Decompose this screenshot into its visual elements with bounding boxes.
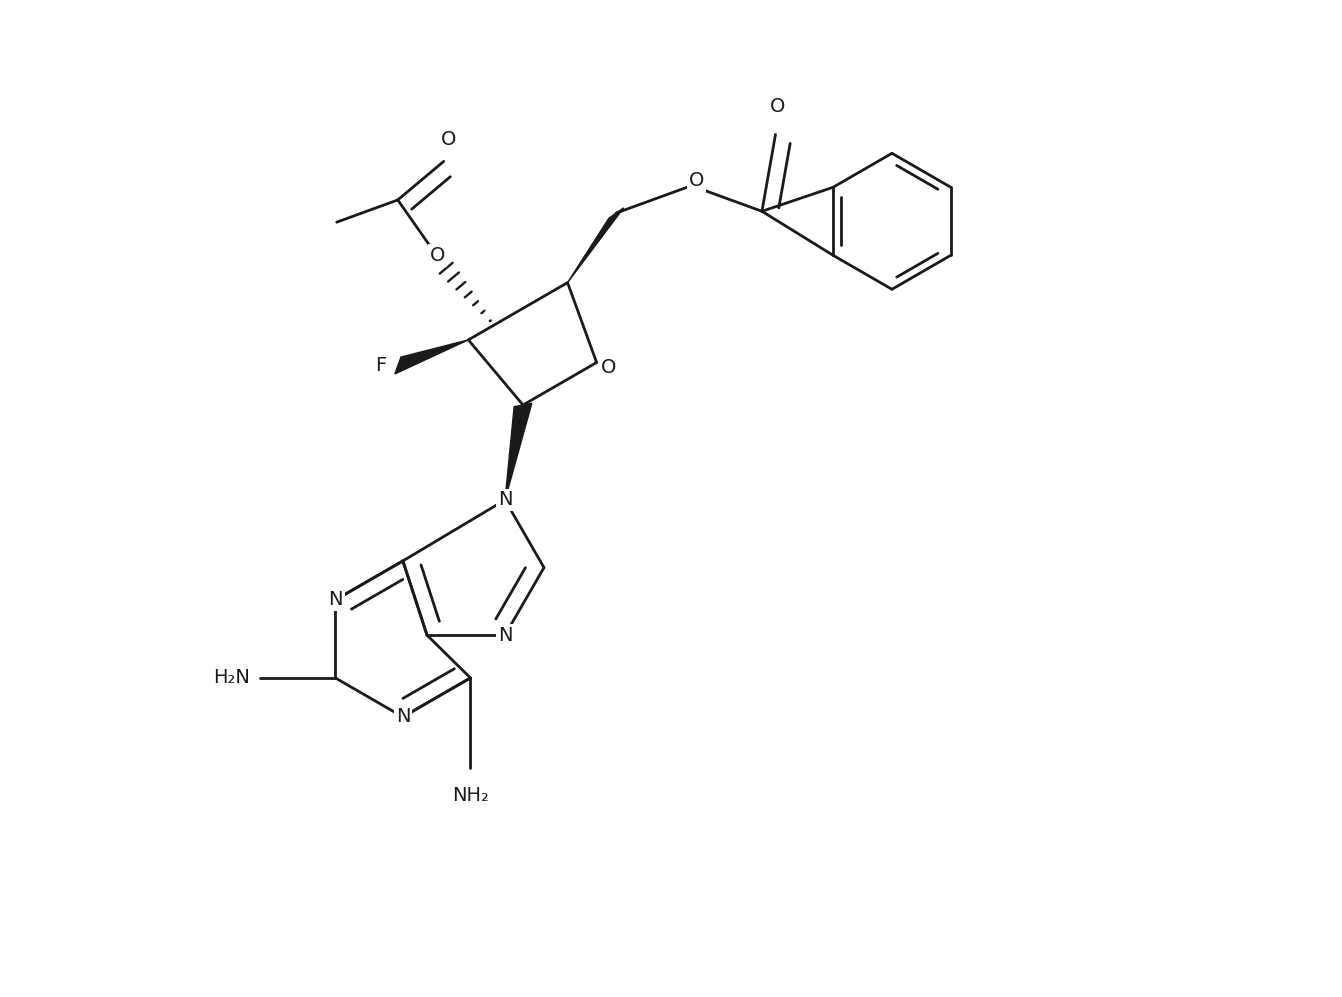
Text: F: F xyxy=(374,356,386,375)
Text: O: O xyxy=(442,131,456,150)
Text: N: N xyxy=(498,625,513,645)
Text: NH₂: NH₂ xyxy=(452,786,488,805)
Text: H₂N: H₂N xyxy=(213,668,251,687)
Text: O: O xyxy=(601,358,616,377)
Polygon shape xyxy=(395,340,468,374)
Text: N: N xyxy=(498,491,513,509)
Text: N: N xyxy=(327,590,342,609)
Polygon shape xyxy=(568,207,624,282)
Text: O: O xyxy=(688,171,705,190)
Polygon shape xyxy=(505,404,531,500)
Text: N: N xyxy=(396,708,411,727)
Text: O: O xyxy=(770,98,785,117)
Text: O: O xyxy=(429,246,446,265)
